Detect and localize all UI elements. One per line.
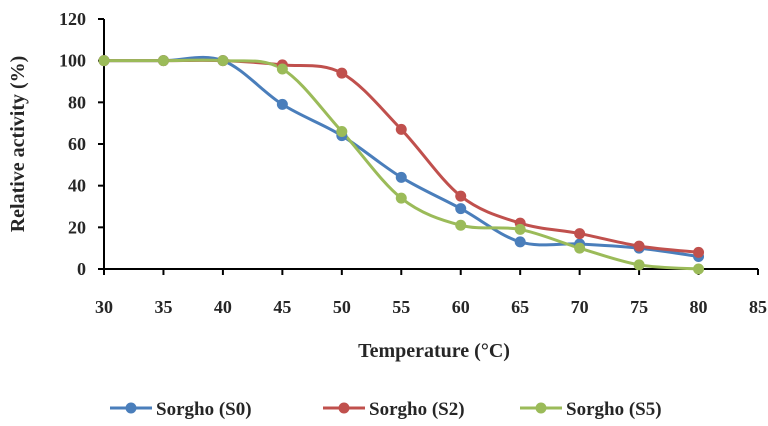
series-line-3	[102, 58, 701, 271]
y-tick-label: 60	[68, 134, 86, 154]
x-tick-label: 40	[214, 297, 232, 317]
data-point	[336, 126, 348, 137]
data-point	[98, 55, 110, 67]
x-tick-label: 30	[95, 297, 113, 317]
data-point	[395, 123, 407, 135]
legend-label: Sorgho (S0)	[156, 399, 252, 420]
x-tick-label: 45	[273, 297, 291, 317]
data-point	[276, 63, 288, 75]
y-tick-label: 80	[68, 92, 86, 112]
data-point	[633, 259, 645, 271]
x-tick-label: 85	[749, 297, 767, 317]
series-line-1	[102, 55, 701, 258]
legend-item: Sorgho (S2)	[323, 399, 465, 420]
y-axis-title: Relative activity (%)	[7, 56, 29, 233]
data-point	[455, 219, 467, 231]
legend: Sorgho (S0) Sorgho (S2) Sorgho (S5)	[110, 399, 662, 420]
series-lines	[102, 55, 701, 271]
legend-swatch-marker	[125, 402, 137, 414]
x-tick-label: 65	[511, 297, 529, 317]
data-point	[514, 223, 526, 235]
legend-item: Sorgho (S5)	[520, 399, 662, 420]
y-tick-label: 100	[59, 51, 86, 71]
data-point	[455, 203, 467, 215]
legend-item: Sorgho (S0)	[110, 399, 252, 420]
y-tick-label: 120	[59, 9, 86, 29]
data-point	[514, 236, 526, 248]
data-point	[395, 192, 407, 204]
legend-swatch-marker	[338, 402, 350, 414]
x-tick-label: 35	[154, 297, 172, 317]
data-point	[336, 67, 348, 79]
data-points	[98, 55, 705, 275]
data-point	[693, 246, 705, 258]
data-point	[693, 263, 705, 275]
data-point	[633, 240, 645, 252]
data-point	[574, 228, 586, 240]
data-point	[455, 190, 467, 202]
data-point	[395, 171, 407, 183]
x-tick-label: 60	[452, 297, 470, 317]
y-tick-label: 20	[68, 217, 86, 237]
x-tick-label: 75	[630, 297, 648, 317]
x-tick-label: 70	[571, 297, 589, 317]
data-point	[574, 242, 586, 254]
data-point	[276, 98, 288, 110]
x-tick-label: 55	[392, 297, 410, 317]
x-axis-title: Temperature (°C)	[358, 340, 510, 362]
x-tick-label: 80	[690, 297, 708, 317]
data-point	[217, 55, 229, 67]
tick-labels: 0 20 40 60 80 100 120 30 35 40 45 50 55 60 65 70 75 80 85	[59, 9, 767, 317]
legend-label: Sorgho (S5)	[566, 399, 662, 420]
x-tick-label: 50	[333, 297, 351, 317]
y-tick-label: 0	[77, 259, 86, 279]
legend-swatch-marker	[535, 402, 547, 414]
data-point	[157, 55, 169, 67]
legend-label: Sorgho (S2)	[369, 399, 465, 420]
y-tick-label: 40	[68, 176, 86, 196]
series-line-2	[102, 58, 701, 254]
